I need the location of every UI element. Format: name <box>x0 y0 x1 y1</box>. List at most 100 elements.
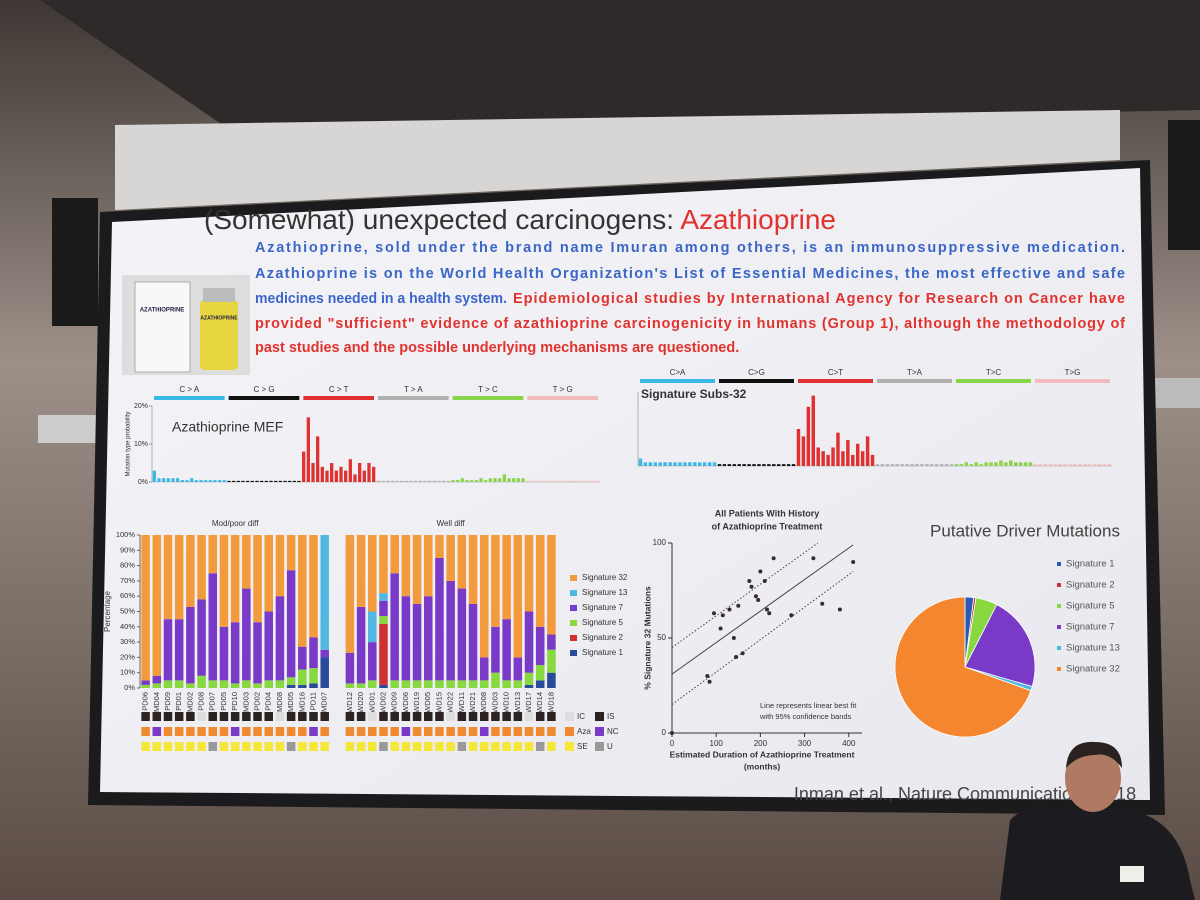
bar <box>984 462 988 466</box>
annotation-key <box>565 712 574 721</box>
bar <box>227 480 231 482</box>
fit-line <box>671 544 854 675</box>
bar <box>493 478 497 482</box>
bar <box>707 462 712 466</box>
bar <box>152 470 156 482</box>
bar-segment <box>513 657 523 681</box>
bar-segment <box>524 672 534 685</box>
bar-segment <box>298 535 307 647</box>
bar-segment <box>298 646 307 670</box>
y-axis-label: Mutation type probability <box>126 411 132 476</box>
bar-segment <box>457 588 467 681</box>
bar <box>693 462 697 466</box>
bar <box>507 478 511 482</box>
bar <box>979 464 983 466</box>
bar-segment <box>219 626 229 681</box>
bar <box>757 464 761 466</box>
bar <box>274 480 278 482</box>
bar-segment <box>468 680 478 688</box>
bar-segment <box>446 535 455 581</box>
bar <box>712 462 717 466</box>
category-label: C>G <box>748 368 765 377</box>
annotation-label: NC <box>607 727 619 736</box>
legend-swatch <box>1057 646 1061 650</box>
bar-segment <box>424 535 433 597</box>
annotation-square <box>390 727 399 736</box>
point <box>734 655 739 659</box>
category-band <box>956 379 1031 383</box>
x-axis-label: (months) <box>744 761 781 771</box>
bar-segment <box>186 683 195 688</box>
bar <box>358 463 362 482</box>
bar <box>890 464 895 466</box>
y-tick-label: 20% <box>134 403 148 410</box>
annotation-square <box>197 712 206 721</box>
bar <box>663 462 667 466</box>
annotation-square <box>208 712 218 721</box>
bar <box>781 464 786 466</box>
bar <box>428 480 432 482</box>
annotation-square <box>286 727 296 736</box>
bar-segment <box>174 680 184 688</box>
bar <box>994 462 998 466</box>
legend-label: Signature 5 <box>582 618 623 627</box>
bar-segment <box>298 684 307 688</box>
category-label: T>C <box>986 368 1002 377</box>
bar <box>530 480 534 482</box>
x-tick-label: MD08 <box>275 692 284 712</box>
bar <box>512 478 516 482</box>
bar <box>199 480 203 482</box>
bar <box>752 464 756 466</box>
annotation-square <box>368 742 377 751</box>
y-tick-label: 10% <box>134 441 148 448</box>
bar <box>1023 462 1028 466</box>
point <box>749 584 754 589</box>
name-badge <box>1120 866 1144 882</box>
bar-segment <box>401 680 411 688</box>
bar <box>964 462 969 466</box>
y-tick-label: 30% <box>120 637 135 646</box>
annotation-square <box>152 727 162 736</box>
bar-segment <box>286 570 296 678</box>
bar <box>1033 464 1038 466</box>
annotation-label: Aza <box>577 727 591 736</box>
bar <box>437 480 441 482</box>
paragraph: Azathioprine, sold under the brand name … <box>255 240 1125 356</box>
bar <box>409 480 413 482</box>
annotation-square <box>253 727 262 736</box>
bar <box>414 480 418 482</box>
x-tick-label: 400 <box>842 739 856 748</box>
annotation-square <box>435 727 444 736</box>
bar-segment <box>242 588 251 681</box>
x-tick-label: MD07 <box>320 692 329 712</box>
point <box>707 679 712 684</box>
x-tick-label: WD10 <box>502 692 511 713</box>
bar <box>1107 464 1112 466</box>
bar-segment <box>435 680 444 688</box>
bar <box>920 464 924 466</box>
bar-segment <box>286 677 296 685</box>
bar <box>395 480 399 482</box>
annotation-square <box>152 742 162 751</box>
bar-segment <box>491 626 500 673</box>
annotation-square <box>163 727 173 736</box>
bar <box>190 478 194 482</box>
bar <box>860 451 865 466</box>
bar <box>232 480 236 482</box>
annotation-square <box>320 712 329 721</box>
bar <box>222 480 226 482</box>
bar <box>157 478 161 482</box>
bar-segment <box>468 535 478 604</box>
point <box>736 603 741 608</box>
x-tick-label: WD02 <box>378 692 387 713</box>
x-tick-label: WD20 <box>356 692 365 713</box>
legend-swatch <box>570 635 577 641</box>
paragraph-blue: Azathioprine, sold under the brand name … <box>255 240 1125 256</box>
point <box>670 731 674 735</box>
annotation-square <box>412 742 422 751</box>
bar <box>316 436 320 482</box>
bar-segment <box>320 535 329 650</box>
annotation-square <box>457 712 467 721</box>
bar-segment <box>379 684 388 688</box>
bar-segment <box>230 622 240 684</box>
